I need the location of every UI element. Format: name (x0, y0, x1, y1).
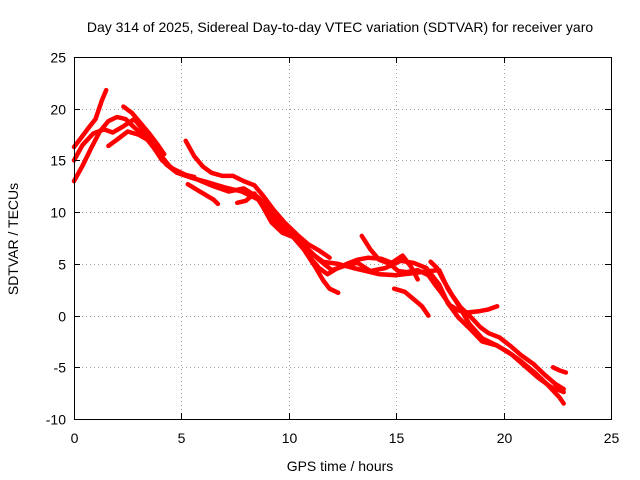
x-tick-label: 5 (178, 430, 186, 446)
x-tick-label: 25 (604, 430, 620, 446)
y-axis-label: SDTVAR / TECUs (5, 183, 21, 295)
x-tick-label: 0 (71, 430, 79, 446)
series-line-track-10 (359, 233, 500, 315)
y-tick-label: -10 (46, 412, 66, 428)
series-line-track-9 (308, 253, 420, 282)
y-tick-label: -5 (54, 360, 67, 376)
y-tick-label: 25 (50, 50, 66, 66)
x-axis-label: GPS time / hours (287, 458, 394, 474)
y-tick-label: 5 (58, 257, 66, 273)
y-tick-label: 0 (58, 309, 66, 325)
series-layer (71, 87, 569, 406)
series-line-track-5 (121, 104, 167, 157)
chart-title: Day 314 of 2025, Sidereal Day-to-day VTE… (87, 19, 593, 35)
y-tick-label: 20 (50, 102, 66, 118)
axis-ticks (74, 57, 612, 420)
series-line-track-13 (550, 365, 569, 375)
series-line-track-6 (183, 138, 332, 260)
series-line-track-12 (428, 259, 566, 392)
y-tick-label: 15 (50, 153, 66, 169)
x-tick-label: 10 (282, 430, 298, 446)
series-line-track-4 (106, 129, 197, 180)
series-line-track-3 (71, 87, 109, 150)
plot-frame (74, 57, 612, 420)
y-tick-label: 10 (50, 205, 66, 221)
y-tick-labels: -10 -5 0 5 10 15 20 25 (46, 50, 66, 428)
series-line-track-11 (391, 286, 431, 318)
series-line-track-8 (234, 191, 341, 296)
series-line-track-7 (185, 181, 221, 207)
x-tick-label: 20 (497, 430, 513, 446)
grid-lines (74, 57, 611, 419)
x-tick-labels: 0 5 10 15 20 25 (71, 430, 620, 446)
series-line-track-2 (71, 116, 566, 395)
x-tick-label: 15 (389, 430, 405, 446)
